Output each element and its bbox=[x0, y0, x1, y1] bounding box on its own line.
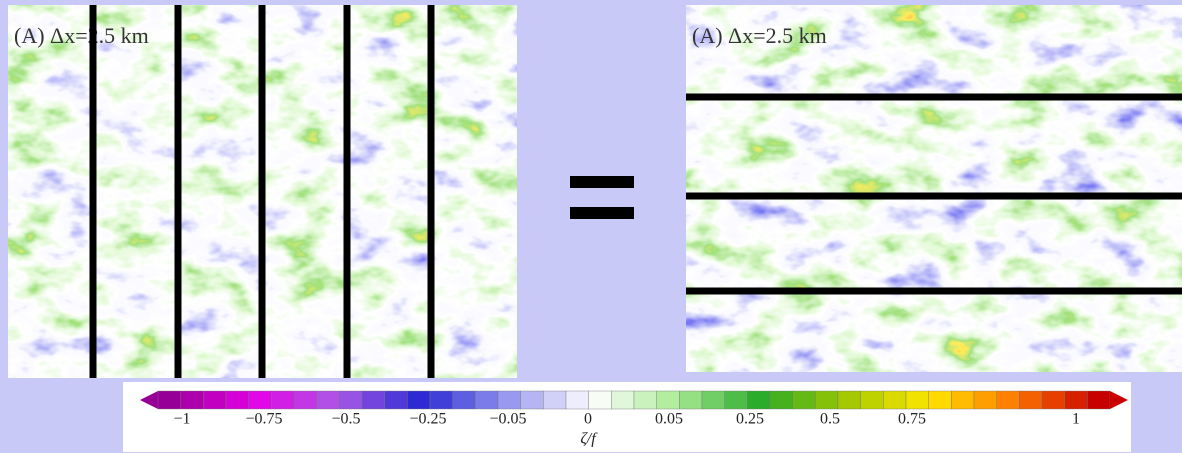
colorbar-tick-label: −0.25 bbox=[409, 411, 446, 428]
colorbar-cell bbox=[452, 390, 476, 410]
colorbar-cell bbox=[611, 390, 635, 410]
colorbar-cell bbox=[1041, 390, 1065, 410]
equals-sign bbox=[570, 176, 634, 219]
colorbar-cell bbox=[520, 390, 544, 410]
colorbar-cell bbox=[928, 390, 952, 410]
colorbar-tick-label: −0.05 bbox=[489, 411, 526, 428]
colorbar-tick-label: 0.05 bbox=[655, 411, 683, 428]
colorbar-cell bbox=[248, 390, 272, 410]
colorbar-cell bbox=[225, 390, 249, 410]
colorbar-cell bbox=[701, 390, 725, 410]
colorbar-cell bbox=[769, 390, 793, 410]
colorbar-tick-label: 0.5 bbox=[820, 411, 840, 428]
colorbar-cell bbox=[905, 390, 929, 410]
colorbar-cell bbox=[180, 390, 204, 410]
colorbar-cell bbox=[543, 390, 567, 410]
colorbar-cell bbox=[339, 390, 363, 410]
colorbar-cell bbox=[203, 390, 227, 410]
colorbar-cell bbox=[815, 390, 839, 410]
colorbar-cell bbox=[1064, 390, 1088, 410]
colorbar-end bbox=[1110, 391, 1128, 409]
colorbar-cell bbox=[565, 390, 589, 410]
colorbar-tick-label: −0.5 bbox=[331, 411, 360, 428]
colorbar-tick-label: 0 bbox=[584, 411, 592, 428]
colorbar-cell bbox=[271, 390, 295, 410]
cut-lines bbox=[89, 5, 435, 378]
colorbar-cell bbox=[633, 390, 657, 410]
colorbar: −1 −0.75 −0.5 −0.25 −0.05 0 0.05 0.25 0.5 0.75 1 ζ/… bbox=[123, 382, 1131, 452]
colorbar-cell bbox=[679, 390, 703, 410]
colorbar-cell bbox=[157, 390, 181, 410]
vorticity-field bbox=[686, 5, 1182, 372]
colorbar-cell bbox=[384, 390, 408, 410]
colorbar-cell bbox=[588, 390, 612, 410]
colorbar-tick-label: 0.75 bbox=[898, 411, 926, 428]
colorbar-cell bbox=[656, 390, 680, 410]
colorbar-cell bbox=[883, 390, 907, 410]
left-panel: (A) Δx=2.5 km bbox=[8, 5, 517, 378]
colorbar-cell bbox=[316, 390, 340, 410]
colorbar-cell bbox=[361, 390, 385, 410]
colorbar-cell bbox=[1087, 390, 1111, 410]
colorbar-tick-label: −0.75 bbox=[245, 411, 282, 428]
colorbar-cell bbox=[973, 390, 997, 410]
bar bbox=[570, 207, 634, 219]
colorbar-cell bbox=[1019, 390, 1043, 410]
cut-lines bbox=[686, 93, 1182, 295]
colorbar-cell bbox=[497, 390, 521, 410]
colorbar-tick-label: 0.25 bbox=[736, 411, 764, 428]
colorbar-cell bbox=[724, 390, 748, 410]
colorbar-cell bbox=[429, 390, 453, 410]
colorbar-cell bbox=[747, 390, 771, 410]
colorbar-cell bbox=[951, 390, 975, 410]
colorbar-tick-label: −1 bbox=[173, 411, 190, 428]
right-panel: (A) Δx=2.5 km bbox=[686, 5, 1182, 372]
colorbar-cell bbox=[475, 390, 499, 410]
colorbar-cell bbox=[293, 390, 317, 410]
panel-label: (A) Δx=2.5 km bbox=[14, 23, 149, 48]
colorbar-cell bbox=[792, 390, 816, 410]
colorbar-cell bbox=[837, 390, 861, 410]
colorbar-end bbox=[140, 391, 158, 409]
bar bbox=[570, 176, 634, 188]
colorbar-cell bbox=[407, 390, 431, 410]
colorbar-cell bbox=[996, 390, 1020, 410]
panel-label: (A) Δx=2.5 km bbox=[692, 23, 827, 48]
colorbar-tick-label: 1 bbox=[1072, 411, 1080, 428]
colorbar-label: ζ/f bbox=[580, 431, 598, 448]
colorbar-cell bbox=[860, 390, 884, 410]
